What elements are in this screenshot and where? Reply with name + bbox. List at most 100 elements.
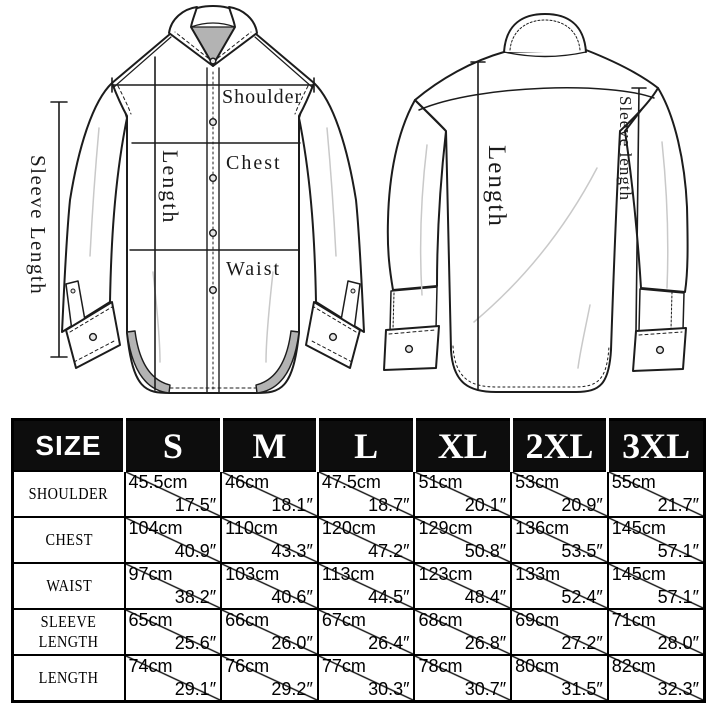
measurement-cell: 76cm 29.2″ <box>220 654 319 703</box>
hem-vent-right <box>255 330 300 394</box>
value-cm: 71cm <box>611 610 656 630</box>
size-column-header: 3XL <box>607 419 706 472</box>
value-cm: 46cm <box>225 472 270 492</box>
measurement-row: CHEST 104cm 40.9″ 110cm 43.3″ 120cm 47.2″ 129cm… <box>11 516 706 564</box>
measurement-cell: 113cm 44.5″ <box>316 562 416 610</box>
value-inch: 17.5″ <box>174 495 217 516</box>
value-inch: 26.4″ <box>368 633 410 654</box>
value-cm: 69cm <box>515 610 560 630</box>
front-waist-label: Waist <box>226 258 281 280</box>
measurement-cell: 80cm 31.5″ <box>510 654 609 703</box>
value-cm: 66cm <box>225 610 270 630</box>
value-cm: 55cm <box>611 472 656 492</box>
value-cm: 136cm <box>515 518 570 538</box>
value-cm: 145cm <box>611 564 666 584</box>
value-cm: 113cm <box>321 564 375 584</box>
value-inch: 20.9″ <box>561 495 603 516</box>
value-inch: 30.3″ <box>368 679 410 700</box>
value-cm: 65cm <box>128 610 173 630</box>
value-inch: 43.3″ <box>271 541 313 562</box>
shirt-front-drawing <box>61 5 365 394</box>
measurement-cell: 46cm 18.1″ <box>220 470 319 518</box>
value-inch: 57.1″ <box>657 587 699 608</box>
value-inch: 38.2″ <box>174 587 217 608</box>
measurement-cell: 45.5cm 17.5″ <box>123 470 223 518</box>
value-inch: 18.7″ <box>368 495 410 516</box>
shirt-measurement-diagram: Shoulder Chest Waist Length Sleeve Lengt… <box>26 5 689 394</box>
size-column-header: L <box>317 419 416 472</box>
measurement-cell: 129cm 50.8″ <box>413 516 513 564</box>
measurement-cell: 74cm 29.1″ <box>123 654 223 703</box>
measurement-cell: 65cm 25.6″ <box>123 608 223 656</box>
value-inch: 32.3″ <box>657 679 699 700</box>
measurement-cell: 104cm 40.9″ <box>123 516 223 564</box>
shoulder-measure-line <box>111 77 315 93</box>
value-cm: 104cm <box>128 518 183 538</box>
measurement-cell: 55cm 21.7″ <box>606 470 706 518</box>
measurement-row-label: SLEEVE LENGTH <box>11 608 126 656</box>
value-inch: 57.1″ <box>657 541 699 562</box>
value-inch: 20.1″ <box>464 495 507 516</box>
measurement-cell: 66cm 26.0″ <box>220 608 319 656</box>
value-inch: 26.0″ <box>271 633 313 654</box>
measurement-cell: 145cm 57.1″ <box>606 562 706 610</box>
value-cm: 145cm <box>611 518 666 538</box>
value-cm: 82cm <box>611 656 656 676</box>
measurement-cell: 103cm 40.6″ <box>220 562 319 610</box>
measurement-cell: 145cm 57.1″ <box>606 516 706 564</box>
value-cm: 68cm <box>418 610 463 630</box>
measurement-cell: 53cm 20.9″ <box>510 470 609 518</box>
value-inch: 52.4″ <box>561 587 603 608</box>
value-inch: 47.2″ <box>368 541 410 562</box>
measurement-cell: 67cm 26.4″ <box>316 608 416 656</box>
measurement-cell: 123cm 48.4″ <box>413 562 513 610</box>
value-cm: 76cm <box>225 656 270 676</box>
front-length-label: Length <box>158 150 183 224</box>
measurement-cell: 82cm 32.3″ <box>606 654 706 703</box>
value-cm: 45.5cm <box>128 472 188 492</box>
measurement-row-label: LENGTH <box>11 654 126 703</box>
front-shoulder-label: Shoulder <box>222 86 302 108</box>
back-measurement-lines <box>470 61 647 390</box>
value-inch: 40.9″ <box>174 541 217 562</box>
size-column-header: M <box>221 419 320 472</box>
value-cm: 97cm <box>128 564 173 584</box>
measurement-row: SHOULDER 45.5cm 17.5″ 46cm 18.1″ 47.5cm 18.7″ 5… <box>11 470 706 518</box>
value-cm: 74cm <box>128 656 173 676</box>
value-cm: 67cm <box>321 610 366 630</box>
button-icon <box>208 117 217 295</box>
value-inch: 40.6″ <box>271 587 313 608</box>
value-cm: 103cm <box>225 564 280 584</box>
value-inch: 27.2″ <box>561 633 603 654</box>
value-inch: 50.8″ <box>464 541 507 562</box>
sleeve-length-measure-line <box>50 101 68 358</box>
measurement-row-label: WAIST <box>11 562 126 610</box>
value-cm: 53cm <box>515 472 560 492</box>
measurement-cell: 78cm 30.7″ <box>413 654 513 703</box>
measurement-cell: 51cm 20.1″ <box>413 470 513 518</box>
value-inch: 30.7″ <box>464 679 507 700</box>
value-cm: 80cm <box>515 656 560 676</box>
value-cm: 120cm <box>321 518 376 538</box>
value-inch: 31.5″ <box>561 679 603 700</box>
back-length-label: Length <box>483 145 510 228</box>
back-sleeve-length-measure-line <box>631 87 647 332</box>
value-inch: 29.1″ <box>174 679 217 700</box>
value-inch: 21.7″ <box>657 495 699 516</box>
value-inch: 28.0″ <box>657 633 699 654</box>
measurement-row: WAIST 97cm 38.2″ 103cm 40.6″ 113cm 44.5″ 123cm 4… <box>11 562 706 610</box>
measurement-cell: 136cm 53.5″ <box>510 516 609 564</box>
measurement-row: LENGTH 74cm 29.1″ 76cm 29.2″ 77cm 30.3″ 78cm 30.… <box>11 654 706 703</box>
value-cm: 123cm <box>418 564 473 584</box>
measurement-cell: 71cm 28.0″ <box>606 608 706 656</box>
size-table-header-row: SIZE S M L XL 2XL 3XL <box>12 419 706 472</box>
value-inch: 25.6″ <box>174 633 217 654</box>
front-chest-label: Chest <box>226 152 282 174</box>
size-table: SIZE S M L XL 2XL 3XL SHOULDER 45.5cm 17.5″ 46cm… <box>11 418 706 703</box>
size-header-cell: SIZE <box>12 419 126 472</box>
measurement-cell: 110cm 43.3″ <box>220 516 319 564</box>
measurement-row-label: CHEST <box>11 516 126 564</box>
front-measurement-lines <box>50 56 315 391</box>
hem-vent-left <box>126 330 171 394</box>
back-sleeve-length-label: Sleeve length <box>616 96 635 201</box>
